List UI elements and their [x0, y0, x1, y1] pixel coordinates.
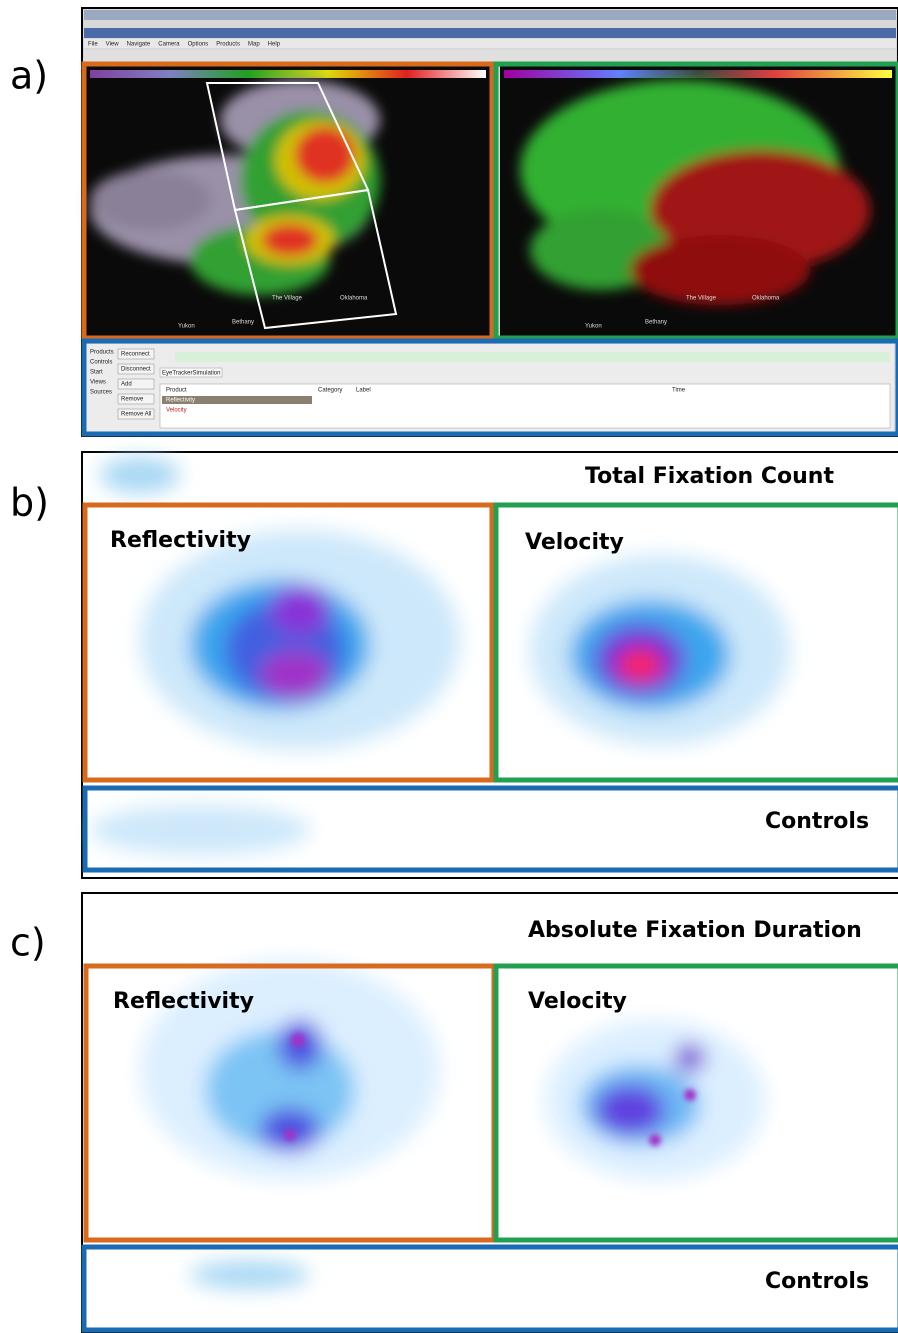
page: a) b) c) File View Navigate Camera Options Pr… [0, 0, 898, 1333]
map-label: Oklahoma [340, 296, 368, 302]
map-label: The Village [272, 296, 303, 302]
side-tab[interactable]: Sources [90, 390, 112, 396]
map-label: The Village [686, 296, 717, 302]
map-label: Oklahoma [752, 296, 780, 302]
side-tab[interactable]: Start [90, 370, 103, 376]
panel-label: a) [10, 54, 48, 98]
panel-title: Total Fixation Count [585, 464, 834, 489]
panel-label: b) [10, 481, 49, 525]
menu-item[interactable]: Navigate [127, 42, 151, 48]
button-label[interactable]: Add [121, 382, 132, 388]
column-header: Time [672, 388, 686, 394]
heatmap-panel: Absolute Fixation Duration Reflectivity … [82, 893, 898, 1333]
screenshot: File View Navigate Camera Options Products Map… [82, 8, 898, 436]
column-header: Category [318, 388, 342, 394]
button-label[interactable]: Disconnect [121, 367, 151, 373]
button-label[interactable]: Reconnect [121, 352, 150, 358]
column-header: Product [166, 388, 187, 394]
map-label: Bethany [645, 320, 667, 326]
menu-item[interactable]: View [106, 42, 120, 48]
menu-item[interactable]: Camera [158, 42, 180, 48]
panel-label: c) [10, 921, 46, 965]
menu-item[interactable]: Options [188, 42, 209, 48]
map-label: Yukon [178, 324, 195, 330]
region-label: Controls [765, 1269, 869, 1294]
panel-title: Absolute Fixation Duration [528, 918, 862, 943]
map-label: Yukon [585, 324, 602, 330]
region-label: Velocity [525, 530, 624, 555]
region-label: Controls [765, 809, 869, 834]
side-tab[interactable]: Controls [90, 360, 112, 366]
column-header: Label [356, 388, 371, 394]
figure: a) b) c) File View Navigate Camera Options Pr… [0, 0, 898, 1333]
region-label: Velocity [528, 989, 627, 1014]
region-label: Reflectivity [110, 528, 251, 553]
menu-item[interactable]: Map [248, 42, 260, 48]
menu-item[interactable]: File [88, 42, 98, 48]
menu-item[interactable]: Help [268, 42, 281, 48]
button-label[interactable]: Remove [121, 397, 144, 403]
side-tab[interactable]: Products [90, 350, 114, 356]
product-row[interactable]: Velocity [166, 408, 187, 414]
tab[interactable]: EyeTrackerSimulation [162, 371, 220, 377]
side-tab[interactable]: Views [90, 380, 106, 386]
product-row[interactable]: Reflectivity [166, 398, 195, 404]
menu-item[interactable]: Products [216, 42, 240, 48]
button-label[interactable]: Remove All [121, 412, 151, 418]
map-label: Bethany [232, 320, 254, 326]
heatmap-panel: Total Fixation Count Reflectivity Veloci… [82, 452, 898, 878]
region-label: Reflectivity [113, 989, 254, 1014]
